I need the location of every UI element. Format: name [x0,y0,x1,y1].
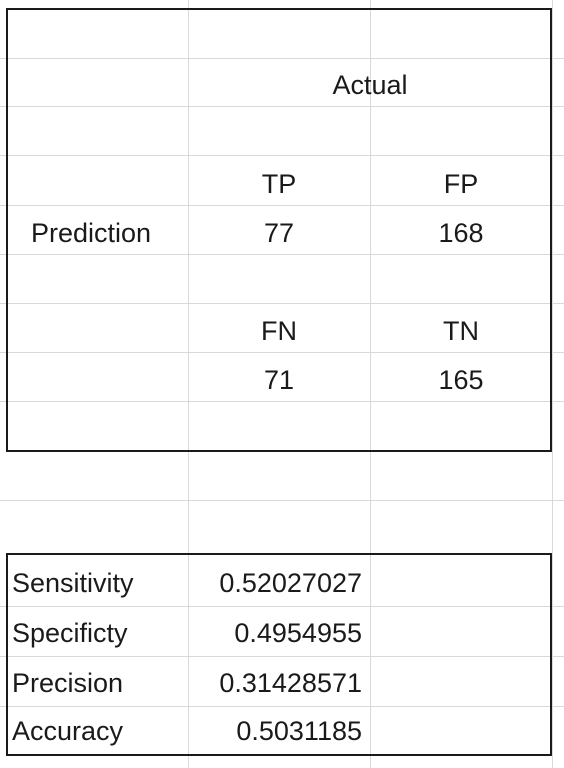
column-divider [188,0,189,768]
fp-label[interactable]: FP [443,169,479,199]
column-divider [370,0,371,768]
tn-value[interactable]: 165 [438,365,484,395]
fn-value[interactable]: 71 [263,365,295,395]
row-divider [0,303,564,304]
sensitivity-value[interactable]: 0.52027027 [219,568,362,598]
accuracy-label[interactable]: Accuracy [12,716,124,746]
row-divider [0,500,564,501]
precision-label[interactable]: Precision [12,668,124,698]
specificity-label[interactable]: Specificty [12,618,128,648]
row-divider [0,205,564,206]
actual-header[interactable]: Actual [332,70,408,100]
tp-value[interactable]: 77 [263,218,295,248]
row-divider [0,656,564,657]
row-divider [0,254,564,255]
row-divider [0,58,564,59]
accuracy-value[interactable]: 0.5031185 [236,716,362,746]
tn-label[interactable]: TN [443,316,479,346]
confusion-matrix-border [6,8,552,452]
precision-value[interactable]: 0.31428571 [219,668,362,698]
row-divider [0,106,564,107]
row-divider [0,155,564,156]
prediction-label[interactable]: Prediction [31,218,152,248]
sensitivity-label[interactable]: Sensitivity [12,568,134,598]
metrics-table-border [6,553,552,756]
tp-label[interactable]: TP [261,169,297,199]
fn-label[interactable]: FN [261,316,297,346]
row-divider [0,606,564,607]
row-divider [0,352,564,353]
fp-value[interactable]: 168 [438,218,484,248]
row-divider [0,706,564,707]
row-divider [0,401,564,402]
column-divider [552,0,553,768]
specificity-value[interactable]: 0.4954955 [234,618,362,648]
